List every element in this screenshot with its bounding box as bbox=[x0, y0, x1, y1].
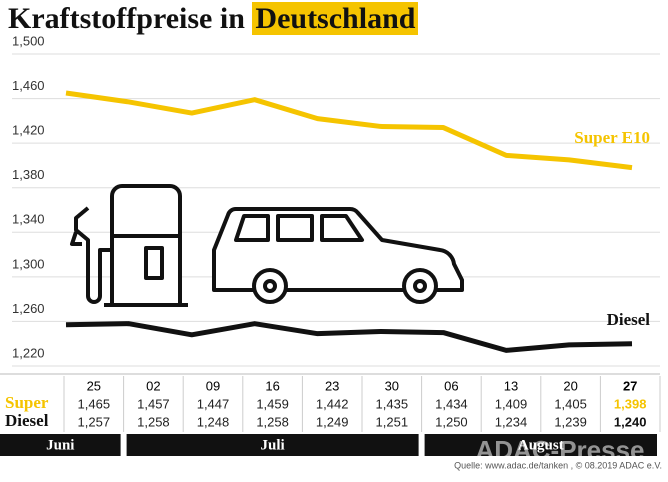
chart-title: Kraftstoffpreise in Deutschland bbox=[8, 2, 419, 36]
value-label: 1,434 bbox=[435, 396, 468, 411]
value-label: 1,240 bbox=[614, 414, 647, 429]
x-tick-label: 02 bbox=[146, 378, 160, 393]
row-label: Diesel bbox=[5, 411, 49, 430]
watermark: ADAC-Presse bbox=[475, 435, 644, 465]
y-tick-label: 1,300 bbox=[12, 256, 45, 271]
value-label: 1,249 bbox=[316, 414, 349, 429]
value-label: 1,442 bbox=[316, 396, 349, 411]
value-label: 1,234 bbox=[495, 414, 528, 429]
y-tick-label: 1,500 bbox=[12, 33, 45, 48]
y-tick-label: 1,380 bbox=[12, 167, 45, 182]
month-bar bbox=[126, 434, 419, 456]
y-tick-label: 1,460 bbox=[12, 78, 45, 93]
value-label: 1,457 bbox=[137, 396, 170, 411]
x-tick-label: 06 bbox=[444, 378, 458, 393]
series-label: Super E10 bbox=[574, 128, 650, 147]
value-label: 1,248 bbox=[197, 414, 230, 429]
value-label: 1,251 bbox=[376, 414, 409, 429]
month-label: Juni bbox=[46, 437, 74, 453]
month-label: August bbox=[518, 437, 564, 453]
y-tick-label: 1,260 bbox=[12, 301, 45, 316]
car-icon bbox=[212, 207, 464, 304]
value-label: 1,447 bbox=[197, 396, 230, 411]
value-label: 1,459 bbox=[256, 396, 289, 411]
y-tick-label: 1,220 bbox=[12, 345, 45, 360]
value-label: 1,465 bbox=[78, 396, 111, 411]
line-1 bbox=[65, 321, 633, 353]
value-label: 1,435 bbox=[376, 396, 409, 411]
month-bar bbox=[0, 434, 121, 456]
value-label: 1,405 bbox=[554, 396, 587, 411]
value-label: 1,257 bbox=[78, 414, 111, 429]
month-label: Juli bbox=[261, 437, 285, 453]
x-tick-label: 16 bbox=[265, 378, 279, 393]
title-prefix: Kraftstoffpreise in bbox=[8, 2, 245, 35]
source: Quelle: www.adac.de/tanken , © 08.2019 A… bbox=[454, 460, 662, 470]
y-tick-label: 1,340 bbox=[12, 212, 45, 227]
value-label: 1,398 bbox=[614, 396, 647, 411]
x-tick-label: 23 bbox=[325, 378, 339, 393]
x-tick-label: 27 bbox=[623, 378, 637, 393]
pump-icon bbox=[70, 184, 188, 307]
series-label: Diesel bbox=[607, 310, 651, 329]
x-tick-label: 25 bbox=[87, 378, 101, 393]
row-label: Super bbox=[5, 393, 49, 412]
x-tick-label: 13 bbox=[504, 378, 518, 393]
value-label: 1,250 bbox=[435, 414, 468, 429]
value-label: 1,409 bbox=[495, 396, 528, 411]
x-tick-label: 30 bbox=[385, 378, 399, 393]
value-label: 1,258 bbox=[137, 414, 170, 429]
title-highlight: Deutschland bbox=[252, 2, 419, 35]
line-0 bbox=[65, 90, 633, 171]
month-bar bbox=[424, 434, 657, 456]
x-tick-label: 09 bbox=[206, 378, 220, 393]
x-tick-label: 20 bbox=[563, 378, 577, 393]
value-label: 1,258 bbox=[256, 414, 289, 429]
y-tick-label: 1,420 bbox=[12, 123, 45, 138]
value-label: 1,239 bbox=[554, 414, 587, 429]
